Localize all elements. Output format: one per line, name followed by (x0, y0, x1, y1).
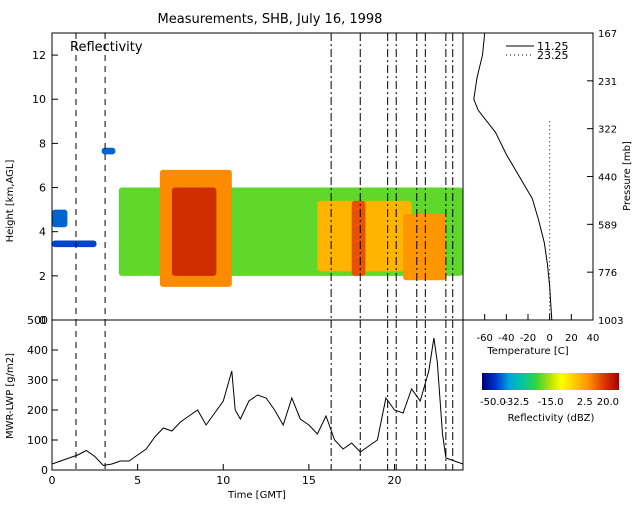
lwp-ytick-label: 500 (27, 314, 48, 327)
temperature-xtick-label: 20 (565, 333, 578, 344)
reflectivity-cell-8 (403, 214, 446, 281)
reflectivity-ytick-label: 8 (39, 137, 46, 150)
temperature-xlabel: Temperature [C] (486, 346, 568, 357)
pressure-tick-label: 1003 (598, 316, 623, 327)
pressure-tick-label: 231 (598, 77, 617, 88)
reflectivity-ylabel: Height [km,AGL] (5, 160, 16, 243)
reflectivity-cells (52, 147, 463, 287)
lwp-series-line (52, 337, 463, 467)
reflectivity-cell-0 (52, 209, 68, 228)
lwp-ytick-label: 400 (27, 344, 48, 357)
reflectivity-ytick-label: 2 (39, 270, 46, 283)
colorbar-label: Reflectivity (dBZ) (508, 413, 595, 424)
lwp-ytick-label: 300 (27, 374, 48, 387)
temperature-xtick-label: -40 (498, 333, 514, 344)
lwp-ytick-label: 200 (27, 404, 48, 417)
lwp-xtick-label: 20 (388, 474, 402, 487)
lwp-ytick-label: 0 (41, 464, 48, 477)
temperature-panel: 11.25 23.25 Temperature [C] Pressure [mb… (462, 29, 633, 357)
lwp-xtick-label: 5 (134, 474, 141, 487)
colorbar-tick-label: -50.0 (480, 397, 506, 408)
temperature-frame (462, 32, 594, 321)
pressure-tick-label: 776 (598, 268, 617, 279)
colorbar-ticks: -50.0-32.5 -15.0 2.5 20.0 (480, 397, 619, 408)
pressure-ylabel: Pressure [mb] (622, 141, 633, 211)
reflectivity-ytick-label: 0 (39, 314, 46, 327)
lwp-xtick-label: 0 (49, 474, 56, 487)
reflectivity-cell-2 (101, 147, 116, 155)
reflectivity-ytick-label: 12 (32, 49, 46, 62)
pressure-tick-label: 322 (598, 125, 617, 136)
reflectivity-panel: Reflectivity Height [km,AGL] 0 2 4 6 8 10 12 (5, 32, 464, 327)
lwp-marker-lines (75, 320, 454, 470)
legend-solid-label: 11.25 (537, 40, 569, 53)
temperature-xtick-label: 0 (546, 333, 552, 344)
temperature-profile-line (473, 32, 553, 321)
temperature-xtick-label: -60 (476, 333, 492, 344)
lwp-xlabel: Time [GMT] (227, 490, 286, 501)
colorbar-gradient (482, 373, 619, 390)
colorbar-tick-label: -32.5 (503, 397, 529, 408)
lwp-ytick-label: 100 (27, 434, 48, 447)
reflectivity-frame (51, 32, 464, 321)
reflectivity-ytick-label: 4 (39, 226, 46, 239)
temperature-legend: 11.25 23.25 (506, 40, 569, 62)
temperature-xtick-label: 40 (587, 333, 600, 344)
reflectivity-ytick-label: 6 (39, 182, 46, 195)
lwp-panel: MWR-LWP [g/m2] Time [GMT] 01002003004005… (5, 314, 464, 501)
legend-dotted-label: 23.25 (537, 49, 569, 62)
temperature-axes-ticks: -60 -40 -20 0 20 40 167 231 322 440 589 776 1003 (476, 29, 623, 344)
lwp-frame (51, 319, 464, 471)
colorbar-tick-label: 2.5 (577, 397, 593, 408)
temperature-xtick-label: -20 (520, 333, 536, 344)
reflectivity-annotation: Reflectivity (70, 40, 143, 55)
pressure-tick-label: 440 (598, 173, 617, 184)
page-title: Measurements, SHB, July 16, 1998 (158, 12, 383, 27)
colorbar-tick-label: -15.0 (538, 397, 564, 408)
reflectivity-cell-5 (171, 187, 217, 276)
reflectivity-cell-1 (52, 240, 97, 248)
lwp-xtick-label: 10 (216, 474, 230, 487)
reflectivity-marker-lines (75, 33, 454, 320)
pressure-tick-label: 589 (598, 220, 617, 231)
lwp-ylabel: MWR-LWP [g/m2] (5, 353, 16, 439)
colorbar-tick-label: 20.0 (597, 397, 619, 408)
lwp-xtick-label: 15 (302, 474, 316, 487)
reflectivity-y-axis: 0 2 4 6 8 10 12 (32, 49, 58, 327)
reflectivity-cell-7 (351, 200, 366, 276)
reflectivity-ytick-label: 10 (32, 93, 46, 106)
colorbar: -50.0-32.5 -15.0 2.5 20.0 Reflectivity (dBZ… (480, 373, 619, 424)
pressure-tick-label: 167 (598, 29, 617, 40)
